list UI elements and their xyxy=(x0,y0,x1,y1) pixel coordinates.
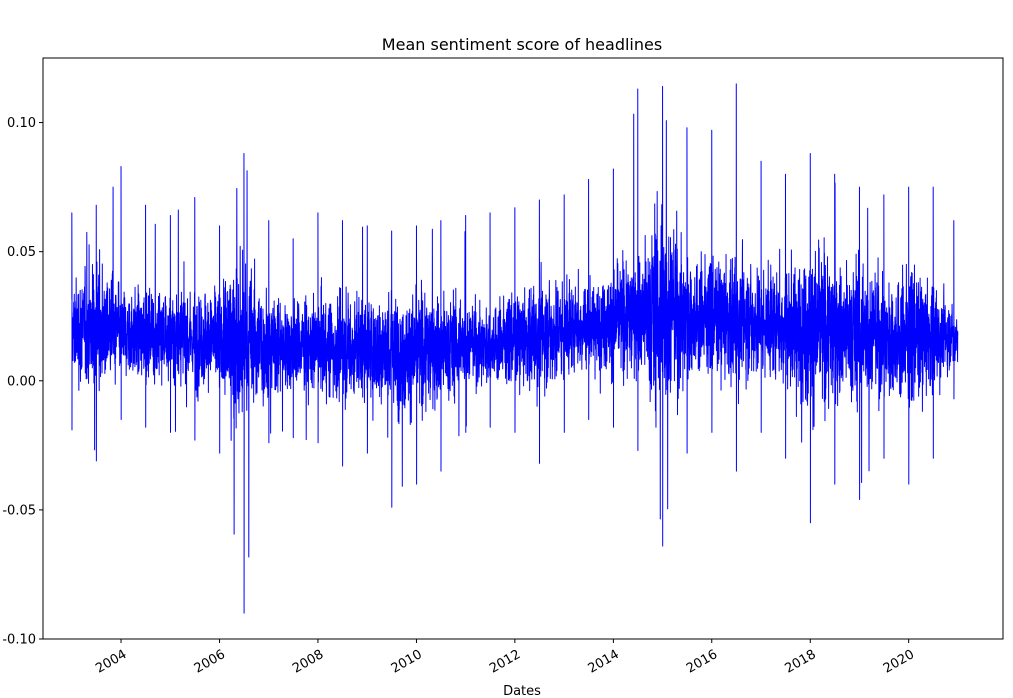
chart-title: Mean sentiment score of headlines xyxy=(382,35,662,54)
y-tick-label: -0.05 xyxy=(2,503,36,518)
x-axis-label: Dates xyxy=(503,684,541,698)
plot-area-frame xyxy=(42,57,1004,640)
y-tick-label: -0.10 xyxy=(2,633,36,648)
data-layer xyxy=(71,83,959,614)
y-tick-label: 0.05 xyxy=(7,245,36,260)
y-tick-label: 0.10 xyxy=(7,116,36,131)
y-axis: -0.10 -0.05 0.00 0.05 0.10 xyxy=(2,116,43,648)
y-tick-label: 0.00 xyxy=(7,374,36,389)
sentiment-series-line xyxy=(71,83,959,614)
